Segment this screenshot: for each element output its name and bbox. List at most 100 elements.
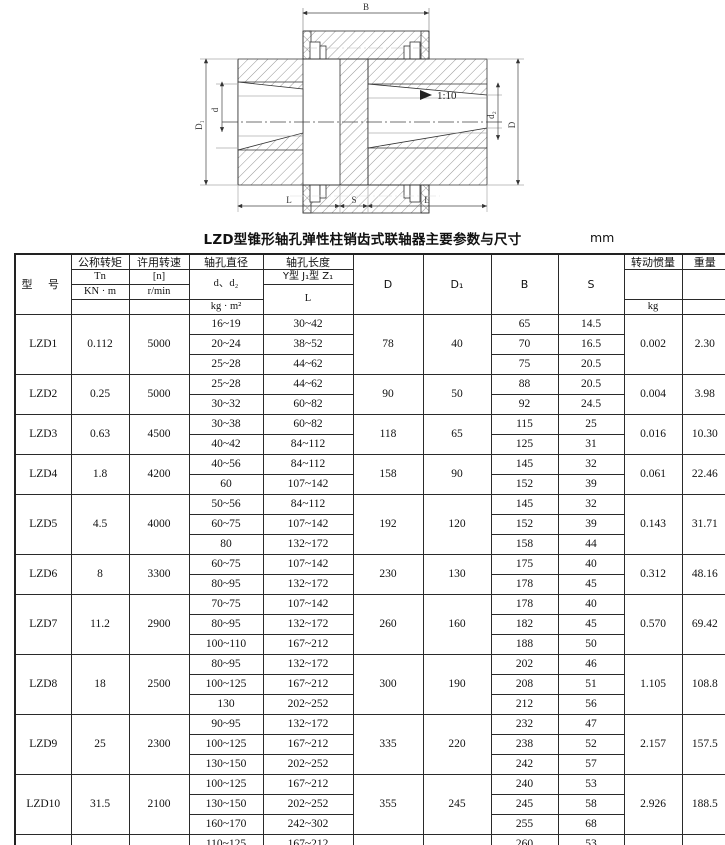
- table-title: LZD型锥形轴孔弹性柱销齿式联轴器主要参数与尺寸: [203, 232, 522, 248]
- row-bore-diameter-cell: 16~19: [188, 314, 264, 335]
- row-inertia-cell: 0.004: [623, 374, 683, 415]
- th-model: 型 号: [14, 253, 72, 315]
- row-B-cell: 242: [490, 754, 559, 775]
- row-D-cell: 230: [352, 554, 424, 595]
- row-torque-cell: 0.63: [70, 414, 130, 455]
- row-weight-cell: 157.5: [681, 714, 725, 775]
- table-row: LZD7 11.2 2900 70~75 107~142 260 160 178 40 0.570…: [14, 594, 725, 655]
- row-B-cell: 145: [490, 454, 559, 475]
- row-inertia-cell: 0.143: [623, 494, 683, 555]
- row-S-cell: 16.5: [557, 334, 625, 355]
- row-D1-cell: 190: [422, 654, 492, 715]
- row-bore-diameter-cell: 50~56: [188, 494, 264, 515]
- table-head: 型 号 公称转矩 许用转速 轴孔直径 轴孔长度 D D₁ B S 转动惯量 重量…: [14, 253, 725, 315]
- row-S-cell: 45: [557, 614, 625, 635]
- row-bore-length-cell: 84~112: [262, 494, 354, 515]
- row-weight-cell: 69.42: [681, 594, 725, 655]
- row-torque-cell: 0.25: [70, 374, 130, 415]
- row-torque-cell: 40: [70, 834, 130, 845]
- row-torque-cell: 4.5: [70, 494, 130, 555]
- row-bore-length-cell: 167~212: [262, 674, 354, 695]
- row-D1-cell: 65: [422, 414, 492, 455]
- row-torque-cell: 0.112: [70, 314, 130, 375]
- spec-table-wrap: 型 号 公称转矩 许用转速 轴孔直径 轴孔长度 D D₁ B S 转动惯量 重量…: [14, 253, 725, 845]
- table-row: LZD1 0.112 5000 16~19 30~42 78 40 65 14.5 0.002 2.…: [14, 314, 725, 375]
- row-bore-length-cell: 202~252: [262, 754, 354, 775]
- taper-callout: 1:10: [420, 90, 457, 102]
- dim-label-L-right: L: [424, 195, 430, 205]
- row-B-cell: 182: [490, 614, 559, 635]
- th-torque-name: 公称转矩: [70, 253, 130, 270]
- row-S-cell: 32: [557, 454, 625, 475]
- row-S-cell: 53: [557, 774, 625, 795]
- row-bore-diameter-cell: 160~170: [188, 814, 264, 835]
- table-row: LZD2 0.25 5000 25~28 44~62 90 50 88 20.5 0.004 3.9…: [14, 374, 725, 415]
- row-D-cell: 335: [352, 714, 424, 775]
- row-bore-length-cell: 84~112: [262, 434, 354, 455]
- table-row: 100~125 167~212 208 51: [15, 674, 725, 695]
- row-bore-diameter-cell: 70~75: [188, 594, 264, 615]
- row-bore-diameter-cell: 80~95: [188, 574, 264, 595]
- th-D1: D₁: [422, 253, 492, 315]
- row-inertia-cell: 4.021: [623, 834, 683, 845]
- row-B-cell: 75: [490, 354, 559, 375]
- dim-label-D: D: [507, 121, 517, 128]
- taper-label: 1:10: [437, 90, 457, 102]
- row-D1-cell: 220: [422, 714, 492, 775]
- th-inertia-name: 转动惯量: [623, 253, 683, 270]
- table-row: LZD6 8 3300 60~75 107~142 230 130 175 40 0.312 48.…: [14, 554, 725, 595]
- row-torque-cell: 8: [70, 554, 130, 595]
- dim-label-L-left: L: [286, 195, 292, 205]
- row-S-cell: 20.5: [557, 374, 625, 395]
- row-model-cell: LZD4: [14, 454, 72, 495]
- row-inertia-cell: 0.002: [623, 314, 683, 375]
- row-B-cell: 232: [490, 714, 559, 735]
- row-weight-cell: 188.5: [681, 774, 725, 835]
- row-speed-cell: 2300: [128, 714, 190, 775]
- row-bore-length-cell: 167~212: [262, 734, 354, 755]
- th-B: B: [490, 253, 559, 315]
- row-D-cell: 260: [352, 594, 424, 655]
- table-row: 160~170 242~302 255 68: [15, 814, 725, 835]
- row-bore-diameter-cell: 80~95: [188, 614, 264, 635]
- table-row: LZD3 0.63 4500 30~38 60~82 118 65 115 25 0.016 10.…: [14, 414, 725, 455]
- row-S-cell: 45: [557, 574, 625, 595]
- row-inertia-cell: 0.312: [623, 554, 683, 595]
- row-torque-cell: 11.2: [70, 594, 130, 655]
- dim-label-D1: D₁: [194, 120, 204, 130]
- row-D-cell: 90: [352, 374, 424, 415]
- row-inertia-cell: 2.157: [623, 714, 683, 775]
- row-S-cell: 24.5: [557, 394, 625, 415]
- th-D: D: [352, 253, 424, 315]
- row-S-cell: 50: [557, 634, 625, 655]
- dim-label-B: B: [363, 2, 369, 12]
- row-B-cell: 238: [490, 734, 559, 755]
- th-torque-spacer: [70, 299, 130, 315]
- row-model-cell: LZD5: [14, 494, 72, 555]
- row-weight-cell: 225.0: [681, 834, 725, 845]
- row-S-cell: 44: [557, 534, 625, 555]
- row-D1-cell: 245: [422, 774, 492, 835]
- row-B-cell: 202: [490, 654, 559, 675]
- row-speed-cell: 4500: [128, 414, 190, 455]
- row-bore-length-cell: 107~142: [262, 514, 354, 535]
- row-bore-diameter-cell: 80~95: [188, 654, 264, 675]
- table-title-row: LZD型锥形轴孔弹性柱销齿式联轴器主要参数与尺寸 mm: [0, 225, 725, 251]
- th-speed-unit: r/min: [128, 284, 190, 300]
- row-weight-cell: 10.30: [681, 414, 725, 455]
- row-D1-cell: 40: [422, 314, 492, 375]
- row-B-cell: 240: [490, 774, 559, 795]
- th-speed-name: 许用转速: [128, 253, 190, 270]
- row-bore-length-cell: 132~172: [262, 534, 354, 555]
- row-S-cell: 39: [557, 514, 625, 535]
- row-bore-diameter-cell: 60~75: [188, 514, 264, 535]
- drawing-svg: B D d₂ D₁ d: [194, 2, 524, 214]
- th-weight-unit: kg: [623, 299, 683, 315]
- row-bore-length-cell: 167~212: [262, 634, 354, 655]
- row-model-cell: LZD11: [14, 834, 72, 845]
- row-S-cell: 57: [557, 754, 625, 775]
- row-speed-cell: 2000: [128, 834, 190, 845]
- row-bore-diameter-cell: 25~28: [188, 354, 264, 375]
- row-B-cell: 152: [490, 474, 559, 495]
